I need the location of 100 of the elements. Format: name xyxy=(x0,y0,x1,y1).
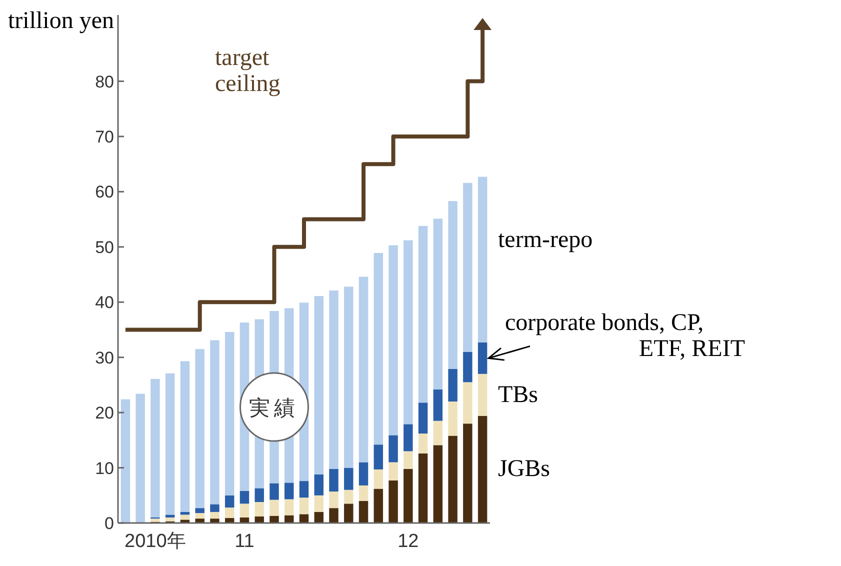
bar xyxy=(433,389,443,421)
bar xyxy=(329,508,338,523)
annotation: 実績 xyxy=(249,397,300,420)
bar xyxy=(404,468,413,523)
bar xyxy=(314,512,324,523)
bar xyxy=(448,402,458,436)
bar xyxy=(478,374,488,416)
bar xyxy=(195,518,204,523)
bar xyxy=(344,286,354,468)
series-label: TBs xyxy=(498,382,540,408)
bar xyxy=(329,492,338,508)
bar xyxy=(344,504,354,523)
bar xyxy=(299,498,309,514)
y-tick-label: 20 xyxy=(95,404,114,423)
bar xyxy=(448,368,458,402)
bar xyxy=(165,514,175,518)
x-tick-label: 11 xyxy=(234,531,254,552)
bar xyxy=(136,394,145,523)
bar xyxy=(180,514,190,520)
y-tick-label: 30 xyxy=(95,348,114,368)
bar xyxy=(358,500,368,523)
bar xyxy=(418,453,428,523)
bar xyxy=(433,218,443,390)
bar xyxy=(418,402,428,434)
bar xyxy=(195,508,204,514)
bar xyxy=(165,373,175,515)
bar xyxy=(329,290,338,469)
y-tick-label: 10 xyxy=(95,458,114,478)
bar xyxy=(448,201,458,369)
bar xyxy=(388,480,398,523)
bar xyxy=(254,516,264,523)
bar xyxy=(329,468,338,492)
bar xyxy=(224,332,234,496)
bar xyxy=(358,276,368,462)
bar xyxy=(388,435,398,462)
bar xyxy=(463,352,472,382)
bar xyxy=(388,462,398,480)
bar xyxy=(224,508,234,518)
bar xyxy=(344,468,354,490)
bar xyxy=(344,490,354,504)
series-label: term-repo xyxy=(498,226,594,253)
y-tick-label: 60 xyxy=(95,182,114,202)
bar xyxy=(299,481,309,498)
bar xyxy=(210,512,220,519)
series-label: JGBs xyxy=(498,456,552,482)
bar xyxy=(299,514,309,523)
y-tick-label: 40 xyxy=(95,293,114,312)
bar xyxy=(270,516,279,523)
series-label: corporate bonds, CP, ETF, REIT xyxy=(505,310,745,362)
bar xyxy=(120,399,130,523)
bar xyxy=(210,340,220,504)
bar xyxy=(195,513,204,519)
y-tick-label: 0 xyxy=(104,514,114,533)
bar xyxy=(150,378,160,518)
bar xyxy=(150,518,160,522)
bar xyxy=(463,424,472,523)
bar xyxy=(254,502,264,516)
bar xyxy=(224,495,234,508)
bar xyxy=(314,474,324,496)
bar xyxy=(404,240,413,424)
bar xyxy=(270,483,279,500)
bar xyxy=(358,485,368,501)
bar xyxy=(404,424,413,452)
bar xyxy=(418,434,428,454)
bar xyxy=(404,451,413,469)
x-tick-label: 12 xyxy=(398,531,419,552)
y-axis-title: trillion yen xyxy=(8,8,114,34)
bar xyxy=(448,436,458,523)
bar xyxy=(314,495,324,512)
bar xyxy=(433,420,443,446)
bar xyxy=(358,462,368,486)
bar xyxy=(270,500,279,516)
bar xyxy=(478,176,488,342)
text: target ceiling xyxy=(215,45,282,97)
bar xyxy=(314,296,324,474)
y-tick-label: 70 xyxy=(95,127,114,146)
bar xyxy=(254,488,264,502)
x-tick-label: 2010年 xyxy=(124,531,186,552)
bar xyxy=(388,245,398,436)
bar xyxy=(374,469,384,489)
bar xyxy=(284,482,294,500)
bar xyxy=(374,488,384,523)
bar xyxy=(180,361,190,512)
bar xyxy=(478,342,488,374)
bar xyxy=(418,226,428,403)
bar xyxy=(240,504,250,518)
bar xyxy=(433,445,443,523)
bar xyxy=(165,517,175,522)
bar xyxy=(210,504,220,512)
y-tick-label: 50 xyxy=(95,238,114,257)
bar xyxy=(210,518,220,523)
bar xyxy=(195,349,204,508)
bar xyxy=(463,182,472,352)
bar xyxy=(478,416,488,523)
bar xyxy=(284,499,294,516)
y-tick-label: 80 xyxy=(95,72,114,92)
bar xyxy=(240,490,250,504)
bar xyxy=(374,252,384,445)
bar xyxy=(374,444,384,470)
bar xyxy=(463,382,472,424)
